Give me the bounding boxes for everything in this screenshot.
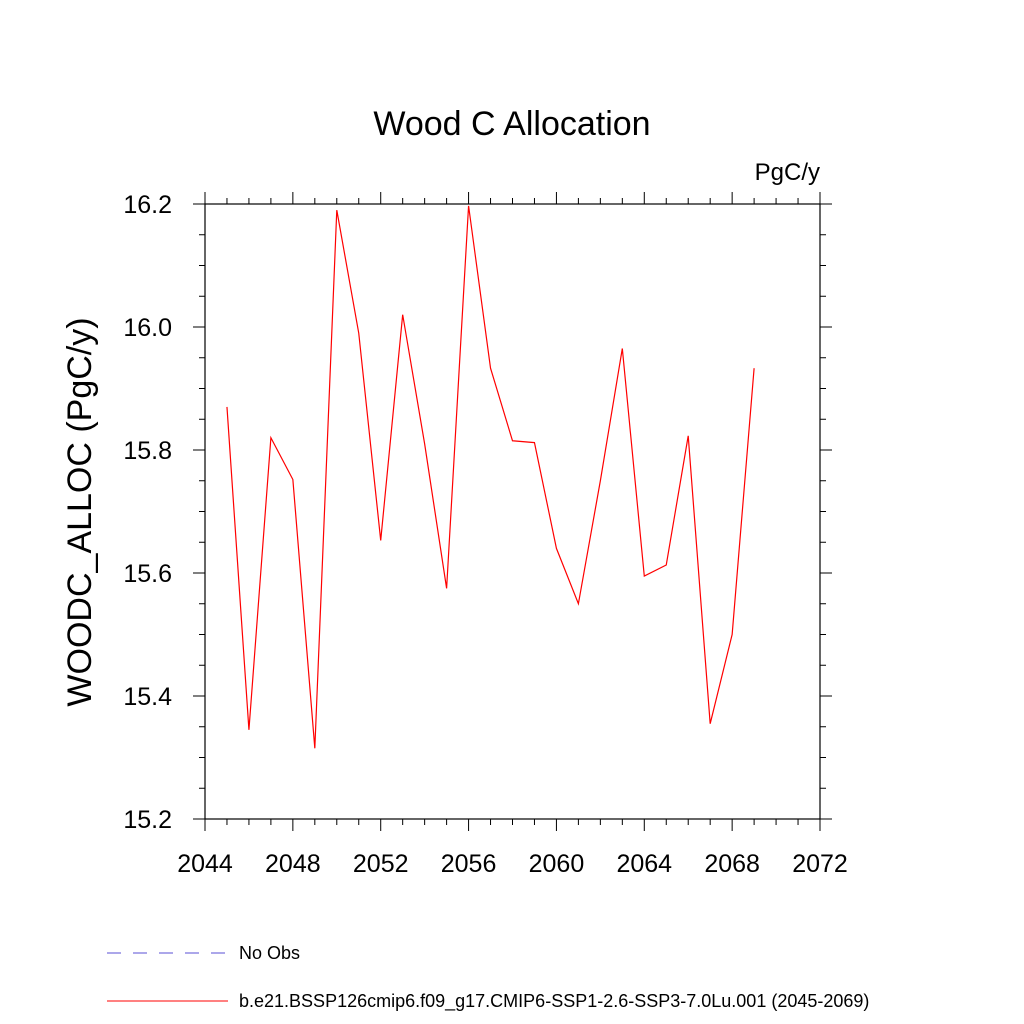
tick-labels: 2044 2048 2052 2056 2060 2064 2068 2072 15.2 15.4… <box>123 191 847 878</box>
y-tick-label: 16.2 <box>123 191 172 219</box>
axis-ticks <box>193 192 832 831</box>
y-tick-label: 15.6 <box>123 560 172 588</box>
x-tick-label: 2072 <box>792 850 848 878</box>
x-tick-label: 2056 <box>441 850 497 878</box>
y-tick-label: 15.8 <box>123 437 172 465</box>
units-label: PgC/y <box>755 159 820 186</box>
x-tick-label: 2064 <box>616 850 672 878</box>
x-tick-label: 2044 <box>177 850 233 878</box>
x-tick-label: 2060 <box>529 850 585 878</box>
legend: No Obs b.e21.BSSP126cmip6.f09_g17.CMIP6-… <box>107 943 869 1012</box>
y-tick-label: 15.2 <box>123 806 172 834</box>
series-line <box>226 205 755 749</box>
x-tick-label: 2052 <box>353 850 409 878</box>
legend-label-series: b.e21.BSSP126cmip6.f09_g17.CMIP6-SSP1-2.… <box>239 991 869 1012</box>
x-tick-label: 2068 <box>704 850 760 878</box>
plot-frame <box>204 203 821 820</box>
y-tick-label: 16.0 <box>123 314 172 342</box>
y-tick-label: 15.4 <box>123 683 172 711</box>
chart-title: Wood C Allocation <box>373 105 650 143</box>
y-axis-label: WOODC_ALLOC (PgC/y) <box>61 317 99 706</box>
series-group <box>226 205 755 749</box>
legend-label-no-obs: No Obs <box>239 943 300 963</box>
x-tick-label: 2048 <box>265 850 321 878</box>
